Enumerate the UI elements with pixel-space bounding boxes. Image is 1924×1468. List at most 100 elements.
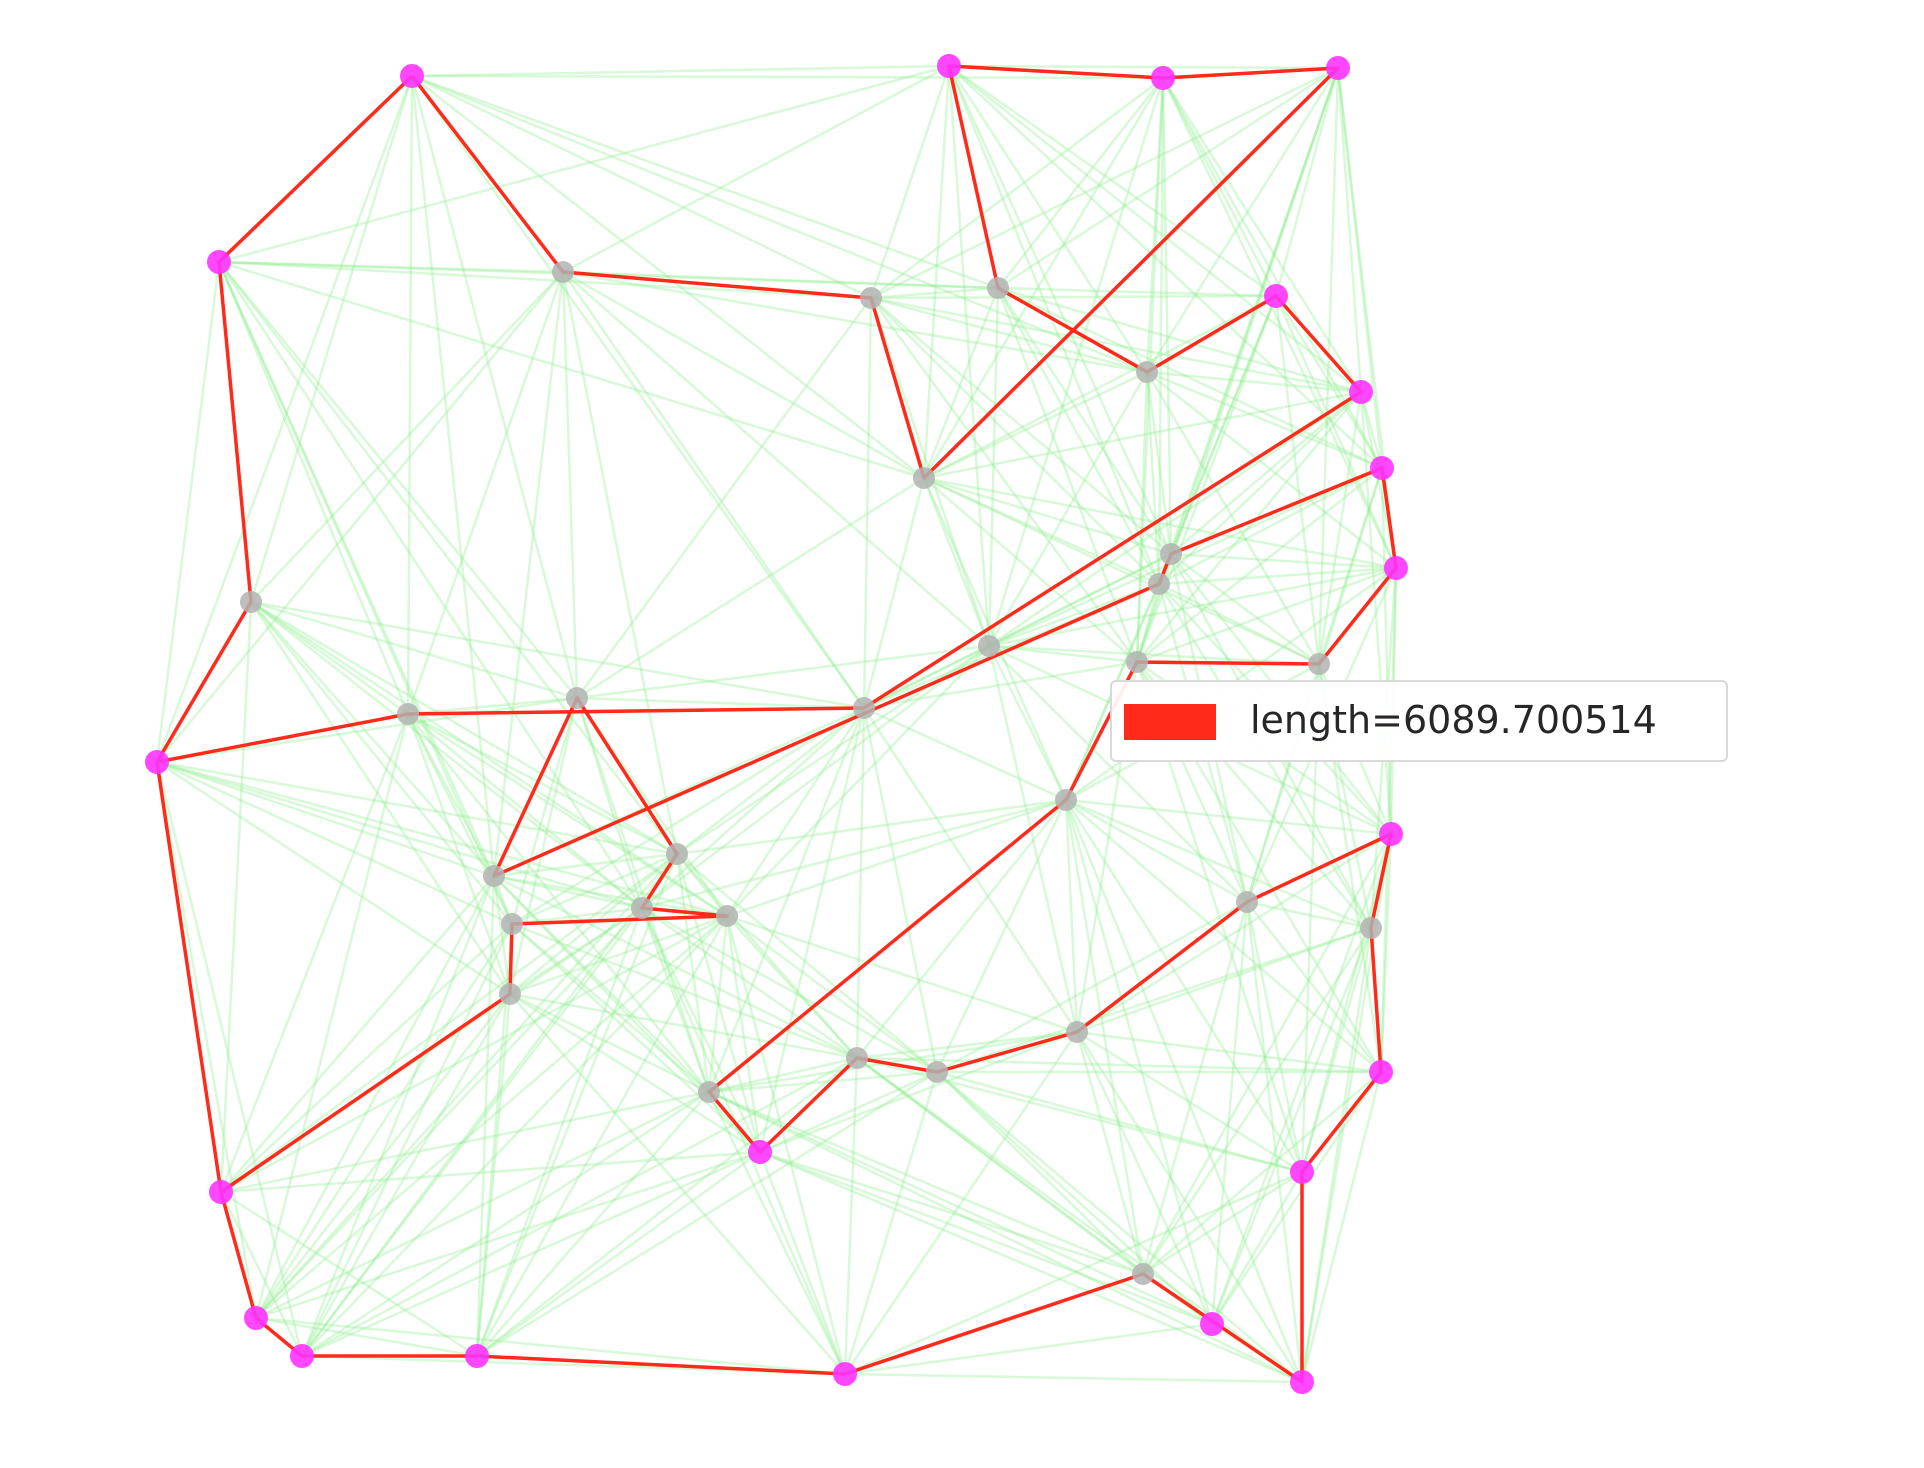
background-edge bbox=[220, 923, 513, 1193]
background-edge bbox=[1274, 295, 1398, 569]
background-edge bbox=[870, 297, 1172, 555]
background-edge bbox=[947, 65, 991, 647]
background-edge bbox=[936, 1070, 1303, 1174]
background-edge bbox=[255, 1316, 478, 1358]
background-edge bbox=[1274, 295, 1384, 469]
background-edge bbox=[300, 923, 514, 1357]
background-edge bbox=[250, 600, 728, 918]
background-edge bbox=[509, 906, 643, 996]
background-edge bbox=[218, 261, 578, 699]
background-edge bbox=[1161, 77, 1173, 555]
background-edge bbox=[1076, 1030, 1303, 1174]
background-edge bbox=[156, 696, 578, 764]
graph-node bbox=[240, 591, 262, 613]
background-edge bbox=[301, 1150, 761, 1358]
graph-node bbox=[400, 64, 424, 88]
graph-node bbox=[499, 983, 521, 1005]
background-edge bbox=[988, 552, 1172, 648]
background-edge bbox=[997, 286, 1362, 394]
background-edge bbox=[843, 1057, 859, 1375]
background-edge bbox=[863, 644, 990, 710]
graph-node bbox=[501, 913, 523, 935]
background-edge bbox=[255, 993, 511, 1319]
background-edge bbox=[759, 1150, 1213, 1326]
background-edge bbox=[1135, 583, 1161, 663]
background-edge bbox=[1359, 391, 1384, 469]
background-edge bbox=[1317, 391, 1363, 665]
background-edge bbox=[856, 1056, 1382, 1074]
background-edge bbox=[254, 923, 514, 1319]
background-edge bbox=[576, 696, 865, 710]
background-edge bbox=[509, 992, 858, 1060]
background-edge bbox=[1246, 901, 1382, 1073]
background-edge bbox=[676, 853, 858, 1059]
background-edge bbox=[863, 660, 1138, 710]
background-edge bbox=[708, 1090, 1144, 1276]
background-edge bbox=[870, 297, 1160, 585]
graph-node bbox=[1236, 891, 1258, 913]
background-edge bbox=[922, 477, 991, 647]
background-edge bbox=[493, 874, 643, 910]
background-edge bbox=[759, 1150, 1144, 1276]
background-edge bbox=[726, 645, 990, 917]
background-edge bbox=[301, 915, 728, 1357]
background-edge bbox=[476, 1150, 761, 1358]
background-edge bbox=[218, 260, 872, 300]
background-edge bbox=[1075, 1031, 1214, 1325]
background-edge bbox=[1210, 1071, 1383, 1325]
background-edge bbox=[1170, 552, 1320, 666]
background-edge bbox=[1076, 926, 1372, 1034]
background-edge bbox=[923, 476, 1320, 666]
background-edge bbox=[996, 287, 1139, 663]
background-edge bbox=[1158, 466, 1383, 586]
background-edge bbox=[922, 77, 1165, 479]
background-edge bbox=[411, 74, 999, 290]
background-edge bbox=[219, 1191, 304, 1357]
background-edge bbox=[923, 476, 1397, 570]
background-edge bbox=[987, 287, 1000, 647]
background-edge bbox=[220, 875, 495, 1193]
background-edge bbox=[863, 552, 1172, 710]
background-edge bbox=[255, 907, 643, 1319]
background-edge bbox=[217, 261, 514, 925]
background-edge bbox=[1169, 67, 1340, 555]
background-edge bbox=[218, 261, 678, 855]
background-edge bbox=[997, 286, 1383, 470]
background-edge bbox=[862, 707, 1079, 1033]
background-edge bbox=[922, 65, 951, 479]
background-edge bbox=[562, 270, 999, 290]
background-edge bbox=[511, 852, 678, 926]
background-edge bbox=[1210, 1171, 1304, 1325]
background-edge bbox=[708, 1056, 858, 1094]
background-edge bbox=[997, 286, 1277, 298]
legend-label: length=6089.700514 bbox=[1250, 698, 1657, 742]
background-edge bbox=[218, 64, 950, 264]
background-edge bbox=[254, 875, 496, 1319]
background-edge bbox=[1274, 67, 1340, 297]
background-edge bbox=[1336, 67, 1398, 569]
graph-node bbox=[913, 467, 935, 489]
background-edge bbox=[576, 644, 990, 700]
background-edge bbox=[726, 914, 938, 1074]
graph-node bbox=[1308, 653, 1330, 675]
background-edge bbox=[1136, 566, 1397, 664]
background-edge bbox=[862, 707, 939, 1073]
background-edge bbox=[640, 907, 711, 1093]
background-edge bbox=[1065, 798, 1248, 904]
graph-node bbox=[1360, 917, 1382, 939]
graph-node bbox=[483, 865, 505, 887]
background-edge bbox=[493, 874, 858, 1060]
background-edge bbox=[856, 799, 1067, 1059]
background-edge bbox=[411, 74, 872, 300]
background-edge bbox=[936, 926, 1372, 1074]
graph-node bbox=[465, 1344, 489, 1368]
background-edge bbox=[1210, 901, 1249, 1325]
background-edge bbox=[1170, 552, 1397, 570]
background-edge bbox=[155, 761, 304, 1357]
background-edge bbox=[156, 760, 643, 910]
background-edge bbox=[1245, 901, 1304, 1173]
background-edge bbox=[411, 75, 925, 479]
background-edge bbox=[493, 874, 728, 918]
background-edge bbox=[155, 761, 258, 1319]
background-edge bbox=[255, 1090, 710, 1320]
